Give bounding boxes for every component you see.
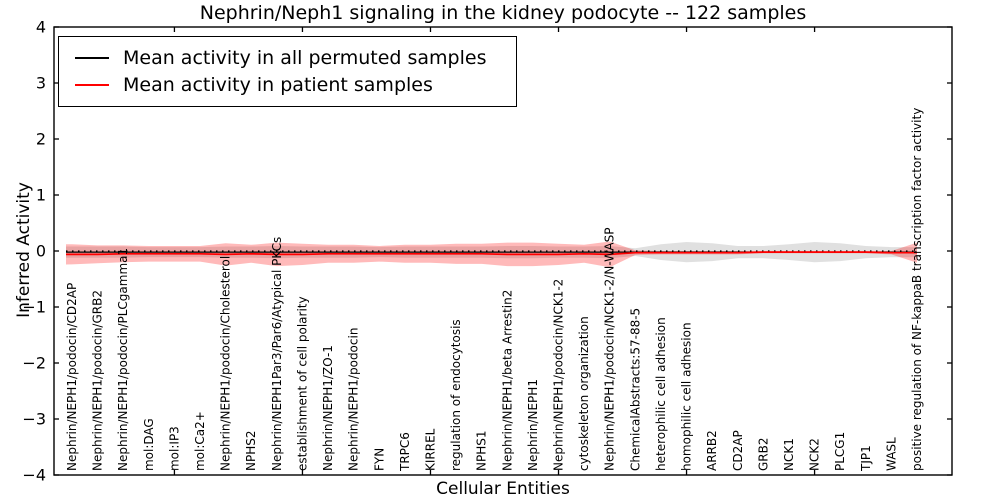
patient-mean-line (65, 251, 917, 256)
x-tick-label: NPHS1 (475, 431, 489, 472)
y-tick-label: −3 (22, 410, 46, 429)
y-tick-label: 3 (36, 74, 46, 93)
legend-line-patient-icon (75, 83, 109, 86)
x-tick-label: mol:IP3 (167, 426, 181, 471)
x-tick-label: CD2AP (731, 430, 745, 471)
x-tick-label: ARRB2 (705, 430, 719, 471)
y-tick-label: −2 (22, 354, 46, 373)
x-tick-label: GRB2 (756, 437, 770, 471)
x-tick-label: ChemicalAbstracts:57-88-5 (628, 308, 642, 471)
x-tick-label: NPHS2 (244, 431, 258, 472)
x-tick-label: mol:Ca2+ (193, 411, 207, 471)
x-tick-label: establishment of cell polarity (295, 296, 309, 471)
y-tick-label: 4 (36, 18, 46, 37)
y-tick-label: 0 (36, 242, 46, 261)
x-tick-label: Nephrin/NEPH1/podocin/NCK1-2/N-WASP (603, 228, 617, 471)
x-tick-label: Nephrin/NEPH1/podocin (347, 328, 361, 471)
x-tick-label: positive regulation of NF-kappaB transcr… (910, 108, 924, 471)
chart-title: Nephrin/Neph1 signaling in the kidney po… (199, 2, 807, 24)
x-tick-label: regulation of endocytosis (449, 319, 463, 471)
x-tick-label: NCK2 (808, 438, 822, 471)
x-tick-label: heterophilic cell adhesion (654, 317, 668, 471)
legend-entry-patient: Mean activity in patient samples (69, 71, 506, 98)
legend-label-permuted: Mean activity in all permuted samples (123, 46, 487, 69)
legend-entry-permuted: Mean activity in all permuted samples (69, 44, 506, 71)
x-tick-label: KIRREL (423, 428, 437, 471)
x-tick-label: WASL (884, 437, 898, 471)
x-tick-label: TJP1 (859, 445, 873, 472)
x-tick-label: Nephrin/NEPH1/podocin/NCK1-2 (552, 279, 566, 471)
x-tick-label: Nephrin/NEPH1Par3/Par6/Atypical PKCs (270, 237, 284, 471)
x-tick-label: homophilic cell adhesion (680, 322, 694, 471)
y-tick-label: −4 (22, 466, 46, 485)
x-tick-label: Nephrin/NEPH1 (526, 379, 540, 471)
legend: Mean activity in all permuted samples Me… (58, 36, 517, 107)
x-tick-label: FYN (372, 448, 386, 471)
x-tick-label: Nephrin/NEPH1/podocin/GRB2 (91, 290, 105, 471)
x-tick-label: Nephrin/NEPH1/podocin/CD2AP (65, 283, 79, 471)
x-tick-label: TRPC6 (398, 432, 412, 472)
x-tick-label: Nephrin/NEPH1/podocin/Cholesterol (219, 256, 233, 471)
legend-label-patient: Mean activity in patient samples (123, 73, 433, 96)
x-tick-label: PLCG1 (833, 432, 847, 471)
y-tick-label: −1 (22, 298, 46, 317)
x-tick-label: cytoskeleton organization (577, 316, 591, 471)
legend-line-permuted-icon (75, 56, 109, 59)
x-tick-label: NCK1 (782, 438, 796, 471)
x-tick-label: Nephrin/NEPH1/podocin/PLCgamma1 (116, 248, 130, 471)
x-axis-title: Cellular Entities (436, 479, 570, 499)
y-tick-label: 2 (36, 130, 46, 149)
x-tick-label: Nephrin/NEPH1/beta Arrestin2 (500, 290, 514, 471)
x-tick-label: Nephrin/NEPH1/ZO-1 (321, 345, 335, 471)
y-axis-title: Inferred Activity (14, 182, 34, 318)
y-tick-label: 1 (36, 186, 46, 205)
x-tick-label: mol:DAG (142, 418, 156, 471)
